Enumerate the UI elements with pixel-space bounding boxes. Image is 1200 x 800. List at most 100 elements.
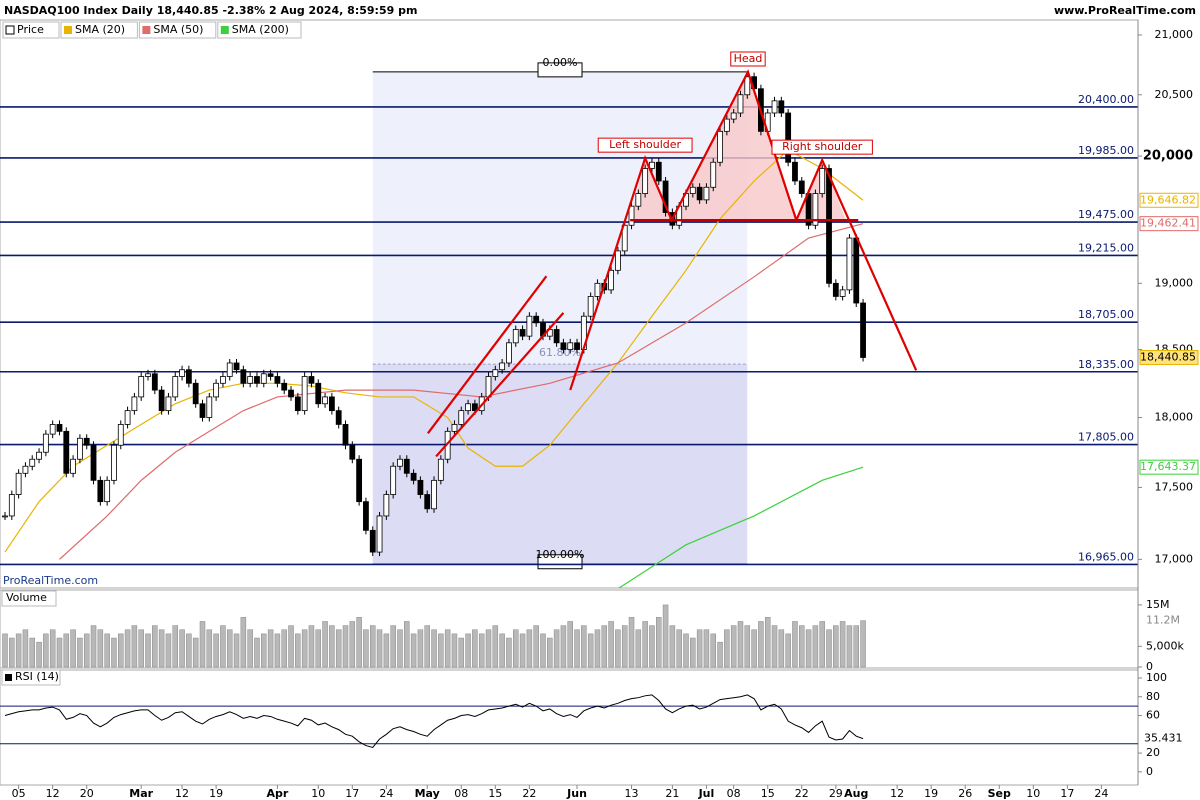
volume-bar <box>805 629 812 668</box>
volume-bar <box>308 625 315 668</box>
volume-bar <box>567 621 573 668</box>
candle <box>254 376 260 384</box>
x-tick-label: 26 <box>958 787 972 800</box>
candle <box>233 362 240 371</box>
fib-label: 100.00% <box>536 548 585 561</box>
volume-bar <box>63 633 70 668</box>
volume-bar <box>621 625 628 668</box>
volume-bar <box>581 625 587 668</box>
volume-bar <box>812 625 819 668</box>
volume-bar <box>819 621 825 668</box>
last-value-label: 18,440.85 <box>1140 350 1196 363</box>
legend-label: SMA (50) <box>153 23 203 36</box>
rsi-line <box>4 694 864 749</box>
volume-bar <box>839 621 846 668</box>
pattern-fill <box>671 71 797 221</box>
volume-bar <box>649 625 655 668</box>
x-tick-label: 08 <box>454 787 468 800</box>
candle <box>70 458 76 474</box>
x-tick-label: May <box>415 787 440 800</box>
candle <box>322 396 328 405</box>
volume-bar <box>179 629 185 668</box>
candle <box>267 373 274 377</box>
volume-bar <box>751 629 757 668</box>
candle <box>587 296 594 317</box>
volume-bar <box>29 637 35 668</box>
volume-bar <box>615 629 621 668</box>
candle <box>328 396 335 412</box>
volume-bar <box>22 629 29 668</box>
volume-bar <box>594 629 601 668</box>
volume-bar <box>410 633 417 668</box>
candle <box>832 282 839 297</box>
level-label: 18,705.00 <box>1078 308 1134 321</box>
candle <box>696 186 703 201</box>
candle <box>737 94 744 114</box>
volume-bar <box>799 625 805 668</box>
candle <box>710 161 717 188</box>
candle <box>431 479 437 510</box>
volume-bar <box>240 617 247 668</box>
volume-bar <box>301 629 308 668</box>
candle <box>77 437 83 460</box>
volume-bar <box>213 633 219 668</box>
candle <box>437 458 444 481</box>
volume-bar <box>43 633 49 668</box>
x-tick-label: 24 <box>379 787 393 800</box>
volume-bar <box>288 625 294 668</box>
y-tick-label: 0 <box>1146 765 1153 778</box>
volume-bar <box>9 637 15 668</box>
legend-label: Price <box>17 23 44 36</box>
fib-label-box <box>537 62 583 78</box>
annotation: Head <box>734 52 763 65</box>
x-tick-label: 05 <box>12 787 26 800</box>
volume-bar <box>553 629 560 668</box>
annotation-box <box>771 139 873 155</box>
volume-bar <box>342 625 349 668</box>
annotation-box <box>730 51 766 67</box>
candle <box>220 376 226 384</box>
volume-bar <box>730 625 737 668</box>
volume-bar <box>281 629 287 668</box>
volume-bar <box>97 629 104 668</box>
x-tick-label: Apr <box>266 787 288 800</box>
volume-bar <box>349 621 356 668</box>
volume-bar <box>478 633 485 668</box>
candle <box>574 342 580 350</box>
x-tick-label: 19 <box>924 787 938 800</box>
volume-bar <box>2 633 8 668</box>
candle <box>97 479 104 503</box>
volume-bar <box>513 629 519 668</box>
volume-bar <box>526 629 533 668</box>
y-tick-label: 18,000 <box>1155 411 1194 424</box>
volume-bar <box>315 629 322 668</box>
candle <box>274 376 281 384</box>
sma-line <box>4 149 864 553</box>
x-tick-label: 17 <box>345 787 359 800</box>
last-value-label: 11.2M <box>1146 614 1180 627</box>
rsi-title: RSI (14) <box>15 670 59 683</box>
volume-bar <box>792 621 798 668</box>
x-tick-label: 13 <box>625 787 639 800</box>
volume-bar <box>329 625 335 668</box>
volume-bar <box>376 629 383 668</box>
x-tick-label: Jun <box>566 787 587 800</box>
legend-label: SMA (20) <box>75 23 125 36</box>
fib-label: 0.00% <box>543 56 578 69</box>
volume-bar <box>15 633 22 668</box>
volume-bar <box>785 633 791 668</box>
volume-bar <box>438 633 444 668</box>
x-tick-label: Mar <box>129 787 153 800</box>
x-tick-label: 22 <box>795 787 809 800</box>
candle <box>111 444 117 481</box>
volume-bar <box>710 633 716 668</box>
candle <box>662 180 669 213</box>
volume-bar <box>70 629 76 668</box>
candle <box>247 376 254 384</box>
y-tick-label: 17,500 <box>1155 480 1194 493</box>
legend-swatch <box>142 26 151 34</box>
candle <box>185 369 192 384</box>
candle <box>778 100 785 114</box>
candle <box>131 396 138 412</box>
